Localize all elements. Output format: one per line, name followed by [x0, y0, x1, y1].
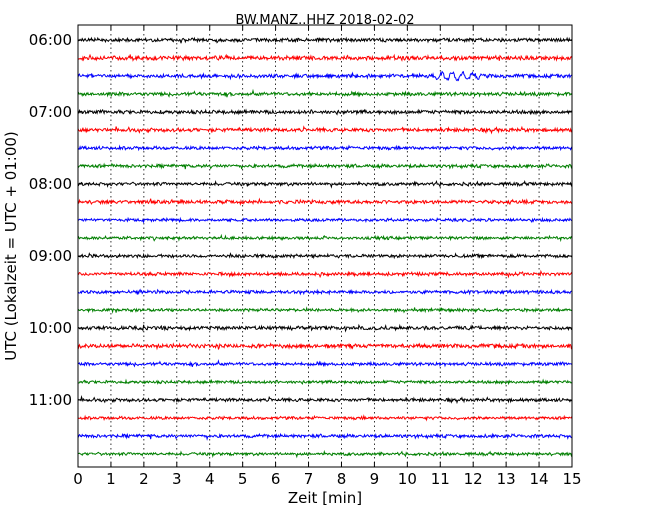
trace-0915	[77, 269, 573, 279]
x-tick-label: 3	[172, 470, 182, 488]
plot-frame	[77, 24, 573, 468]
trace-group	[77, 36, 573, 459]
chart-title: BW.MANZ..HHZ 2018-02-02	[235, 13, 414, 28]
x-tick-label: 0	[73, 470, 83, 488]
trace-0745	[77, 162, 573, 170]
trace-1145	[77, 449, 573, 459]
x-tick-label: 11	[431, 470, 450, 488]
x-tick-label: 15	[562, 470, 581, 488]
trace-0730	[77, 144, 573, 152]
trace-0830	[77, 216, 573, 224]
y-axis-label: UTC (Lokalzeit = UTC + 01:00)	[2, 131, 20, 361]
x-tick-label: 13	[497, 470, 516, 488]
trace-1100	[77, 395, 573, 405]
x-tick-label: 14	[530, 470, 549, 488]
trace-1000	[77, 323, 573, 333]
trace-0900	[78, 252, 573, 260]
x-axis-label: Zeit [min]	[288, 489, 362, 507]
trace-1015	[77, 342, 573, 351]
trace-0700	[77, 108, 573, 116]
trace-0930	[77, 288, 573, 296]
grid-lines	[110, 25, 540, 467]
y-tick-label: 06:00	[29, 31, 72, 49]
y-axis-ticks: 06:00 07:00 08:00 09:00 10:00 11:00	[29, 31, 572, 409]
y-tick-label: 11:00	[29, 391, 72, 409]
trace-0945	[77, 306, 573, 314]
x-tick-label: 9	[370, 470, 380, 488]
trace-0630	[77, 70, 573, 82]
trace-1030	[77, 359, 573, 368]
x-tick-label: 6	[271, 470, 281, 488]
trace-0645	[77, 88, 573, 98]
x-tick-label: 8	[337, 470, 347, 488]
x-tick-label: 5	[238, 470, 248, 488]
trace-0600	[77, 36, 573, 44]
y-tick-label: 07:00	[29, 103, 72, 121]
x-tick-label: 1	[106, 470, 116, 488]
x-axis-ticks: 0 1 2 3 4 5 6 7 8 9 10 11 12 13 14 15	[73, 25, 582, 488]
y-tick-label: 09:00	[29, 247, 72, 265]
y-tick-label: 10:00	[29, 319, 72, 337]
trace-0615	[77, 53, 573, 62]
trace-0815	[78, 197, 573, 206]
trace-0845	[77, 233, 572, 243]
x-tick-label: 10	[398, 470, 417, 488]
x-tick-label: 7	[304, 470, 314, 488]
x-tick-label: 12	[464, 470, 483, 488]
y-tick-label: 08:00	[29, 175, 72, 193]
x-tick-label: 4	[205, 470, 215, 488]
trace-0715	[77, 125, 573, 135]
x-tick-label: 2	[139, 470, 149, 488]
trace-1130	[77, 432, 573, 441]
trace-1115	[77, 414, 573, 422]
trace-1045	[77, 378, 573, 386]
trace-0800	[77, 179, 573, 189]
